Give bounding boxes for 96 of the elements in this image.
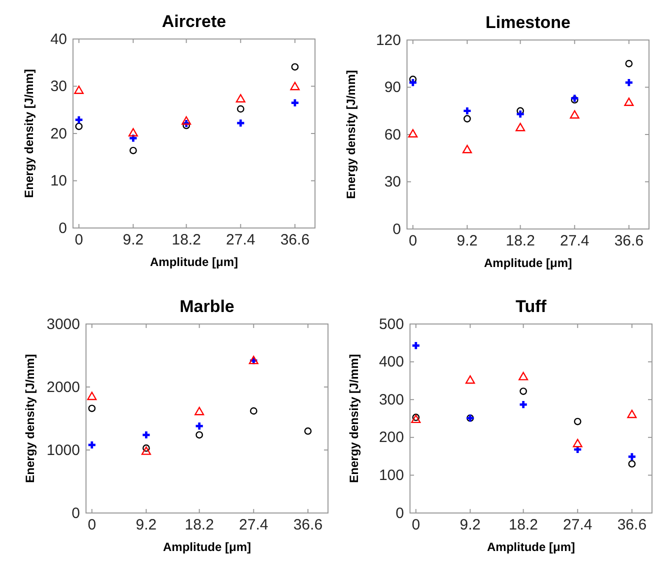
point <box>518 372 528 380</box>
point <box>142 431 150 438</box>
x-axis-title: Amplitude [μm] <box>486 540 576 554</box>
x-tick-label: 9.2 <box>136 516 157 534</box>
chart-title: Tuff <box>516 297 547 316</box>
x-tick-label: 0 <box>408 232 418 250</box>
y-tick-label: 0 <box>396 504 404 522</box>
y-axis-title: Energy density [J/mm] <box>23 354 37 483</box>
point <box>194 406 204 416</box>
x-tick-label: 0 <box>412 516 420 534</box>
x-tick-label: 27.4 <box>563 516 592 534</box>
y-tick-label: 40 <box>50 30 67 48</box>
point <box>291 63 299 71</box>
point <box>88 441 96 449</box>
point <box>625 60 633 68</box>
y-tick-label: 30 <box>384 174 401 191</box>
y-axis-title: Energy density [J/mm] <box>344 70 358 199</box>
point <box>291 99 298 106</box>
y-tick-label: 0 <box>58 220 67 237</box>
y-tick-label: 2000 <box>46 378 80 396</box>
x-tick-label: 27.4 <box>239 516 268 534</box>
x-tick-label: 0 <box>88 516 96 534</box>
point <box>408 129 418 138</box>
point <box>237 120 244 127</box>
point <box>627 410 637 418</box>
point <box>412 342 420 350</box>
x-tick-label: 36.6 <box>614 232 644 250</box>
x-tick-label: 27.4 <box>226 232 256 249</box>
x-tick-label: 9.2 <box>456 232 478 250</box>
point <box>572 438 582 448</box>
y-axis-title: Energy density [J/mm] <box>347 354 361 483</box>
point <box>574 418 582 426</box>
point <box>87 392 97 400</box>
y-tick-label: 90 <box>384 79 401 96</box>
point <box>465 375 475 384</box>
point <box>236 94 246 102</box>
x-tick-label: 9.2 <box>460 516 481 534</box>
point <box>290 82 300 90</box>
x-tick-label: 36.6 <box>293 516 323 534</box>
x-tick-label: 36.6 <box>280 232 310 249</box>
point <box>409 78 416 86</box>
y-axis-title: Energy density [J/mm] <box>22 69 36 198</box>
chart-title: Limestone <box>485 13 571 32</box>
y-tick-label: 60 <box>384 126 401 144</box>
y-tick-label: 200 <box>378 429 404 446</box>
chart-title: Aircrete <box>162 12 226 31</box>
point <box>520 400 527 408</box>
point <box>304 427 312 435</box>
x-tick-label: 18.2 <box>172 232 201 249</box>
point <box>516 122 526 132</box>
point <box>570 110 580 119</box>
x-tick-label: 18.2 <box>506 232 535 250</box>
point <box>130 134 137 142</box>
point <box>462 144 472 154</box>
y-tick-label: 500 <box>378 316 404 333</box>
point <box>75 116 82 124</box>
chart-title: Marble <box>180 297 234 316</box>
y-tick-label: 0 <box>72 504 80 522</box>
point <box>128 128 138 137</box>
x-axis-title: Amplitude [μm] <box>162 540 252 554</box>
y-tick-label: 400 <box>378 354 404 371</box>
point <box>74 86 84 94</box>
x-axis-title: Amplitude [μm] <box>150 255 238 269</box>
x-axis-title: Amplitude [μm] <box>484 256 572 270</box>
y-tick-label: 3000 <box>46 316 80 333</box>
x-tick-label: 27.4 <box>560 232 590 250</box>
x-tick-label: 18.2 <box>184 516 214 534</box>
point <box>196 422 203 430</box>
y-tick-label: 30 <box>50 78 67 96</box>
point <box>88 404 96 412</box>
point <box>196 431 204 439</box>
point <box>75 122 83 130</box>
y-tick-label: 0 <box>392 220 401 238</box>
point <box>182 116 192 125</box>
point <box>464 115 471 122</box>
point <box>628 453 636 460</box>
point <box>625 78 632 86</box>
point <box>516 110 524 118</box>
point <box>130 146 137 154</box>
y-tick-label: 120 <box>376 32 401 49</box>
y-tick-label: 1000 <box>46 442 80 459</box>
point <box>464 107 471 114</box>
point <box>141 446 151 455</box>
x-tick-label: 9.2 <box>122 232 144 249</box>
x-tick-label: 18.2 <box>508 516 538 534</box>
point <box>142 444 150 452</box>
point <box>250 407 258 415</box>
point <box>624 98 634 106</box>
y-tick-label: 20 <box>50 125 67 142</box>
y-tick-label: 10 <box>50 172 67 190</box>
x-tick-label: 36.6 <box>617 516 647 534</box>
y-tick-label: 300 <box>378 391 404 408</box>
point <box>236 105 244 113</box>
point <box>520 388 528 395</box>
point <box>628 460 636 468</box>
y-tick-label: 100 <box>378 467 404 484</box>
